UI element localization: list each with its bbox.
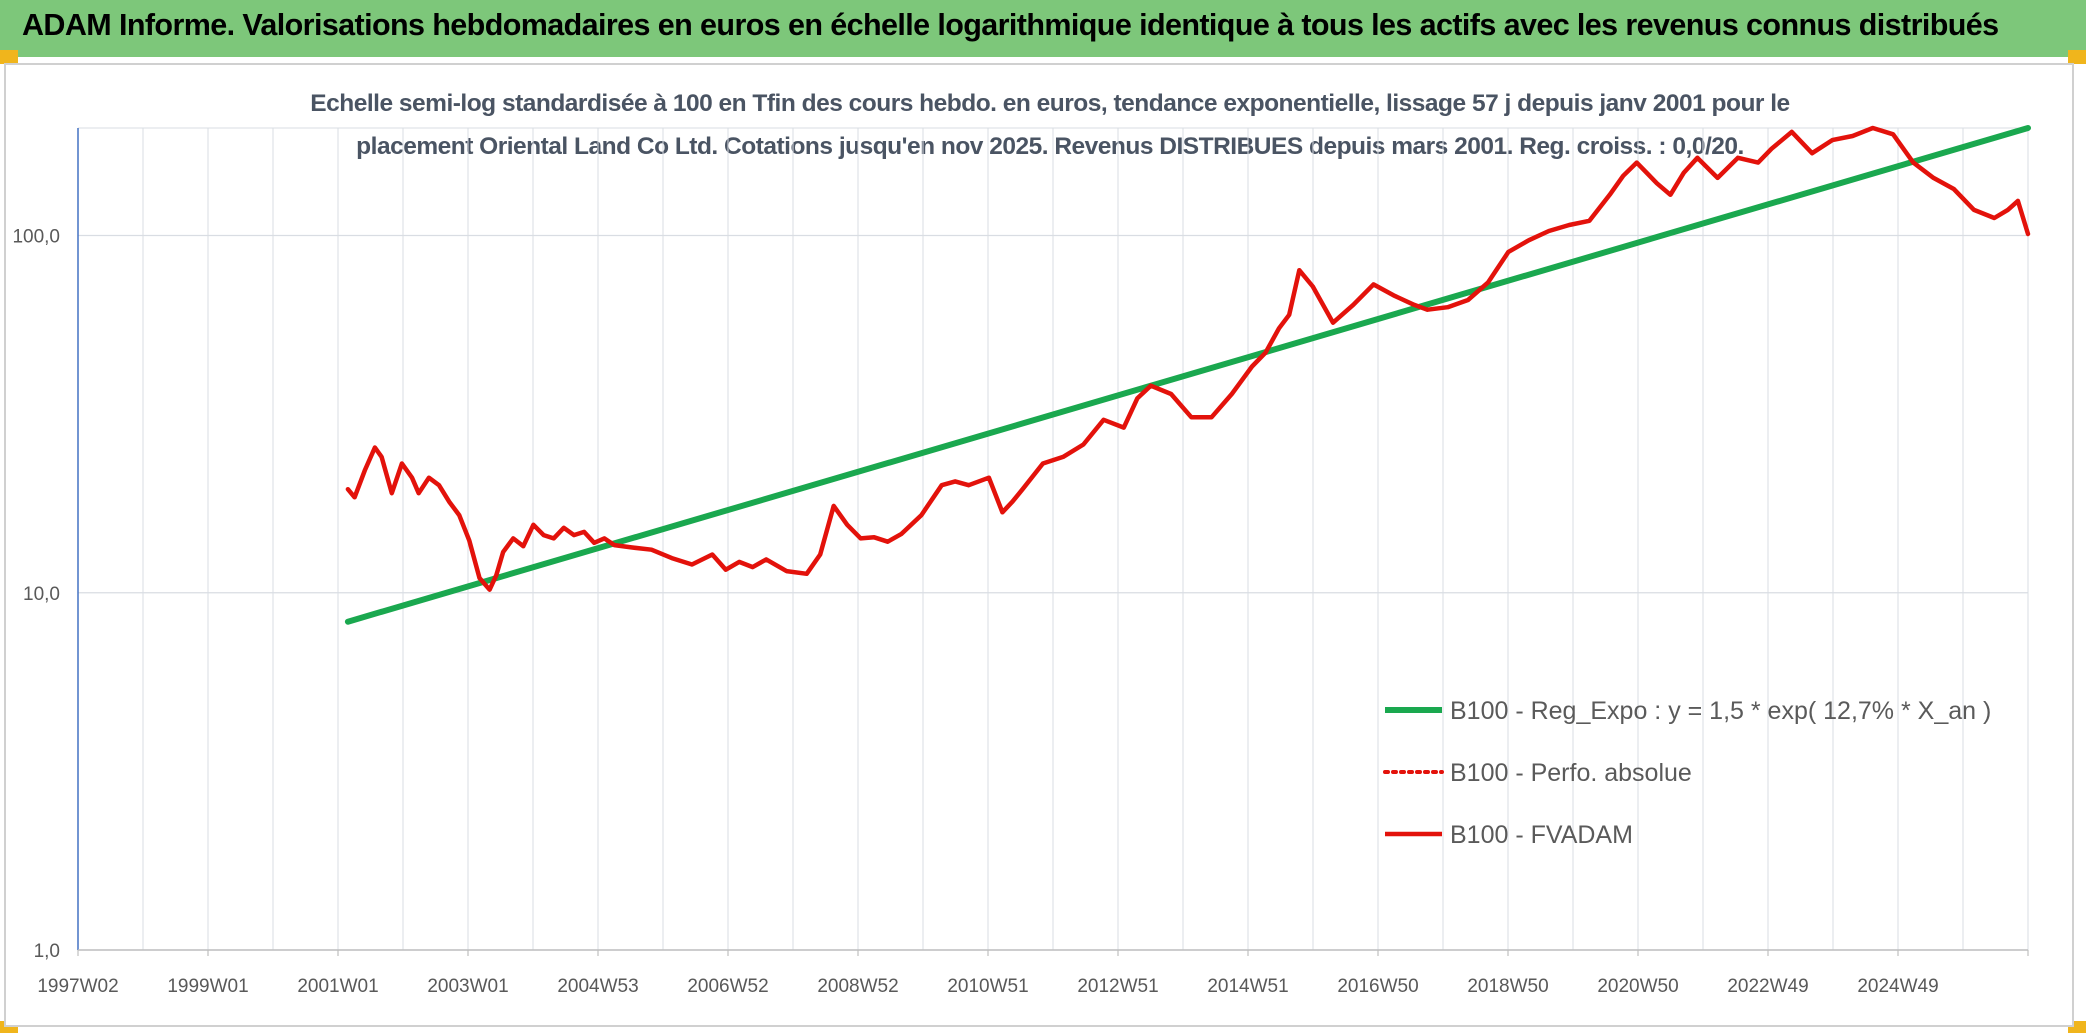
legend-entry-fvadam-label: B100 - FVADAM [1450, 821, 1633, 849]
x-tick-label: 2001W01 [297, 976, 378, 997]
x-tick-label: 2014W51 [1207, 976, 1288, 997]
x-tick-label: 2024W49 [1857, 976, 1938, 997]
corner-accent-top-right [2068, 50, 2086, 64]
x-tick-label: 2010W51 [947, 976, 1028, 997]
top-banner [0, 0, 2086, 57]
page-title: ADAM Informe. Valorisations hebdomadaire… [22, 8, 1999, 42]
chart-subtitle-line1: Echelle semi-log standardisée à 100 en T… [310, 90, 1790, 117]
x-tick-label: 2016W50 [1337, 976, 1418, 997]
x-tick-label: 2003W01 [427, 976, 508, 997]
corner-accent-top-left [0, 50, 18, 64]
y-tick-label: 10,0 [23, 584, 60, 605]
x-tick-label: 1997W02 [37, 976, 118, 997]
x-tick-label: 1999W01 [167, 976, 248, 997]
x-tick-label: 2022W49 [1727, 976, 1808, 997]
x-tick-label: 2004W53 [557, 976, 638, 997]
chart-subtitle-line2: placement Oriental Land Co Ltd. Cotation… [356, 133, 1744, 160]
chart-frame [4, 63, 2074, 1027]
y-tick-label: 100,0 [12, 227, 60, 248]
series-line-reg-expo [344, 125, 2031, 625]
legend-entry-perfo-absolue-label: B100 - Perfo. absolue [1450, 759, 1692, 787]
x-tick-label: 2012W51 [1077, 976, 1158, 997]
x-tick-label: 2018W50 [1467, 976, 1548, 997]
x-tick-label: 2020W50 [1597, 976, 1678, 997]
x-tick-label: 2006W52 [687, 976, 768, 997]
legend-entry-reg-expo-label: B100 - Reg_Expo : y = 1,5 * exp( 12,7% *… [1450, 697, 1991, 725]
y-tick-label: 1,0 [34, 941, 60, 962]
series-line-fvadam [345, 125, 2031, 592]
x-tick-label: 2008W52 [817, 976, 898, 997]
